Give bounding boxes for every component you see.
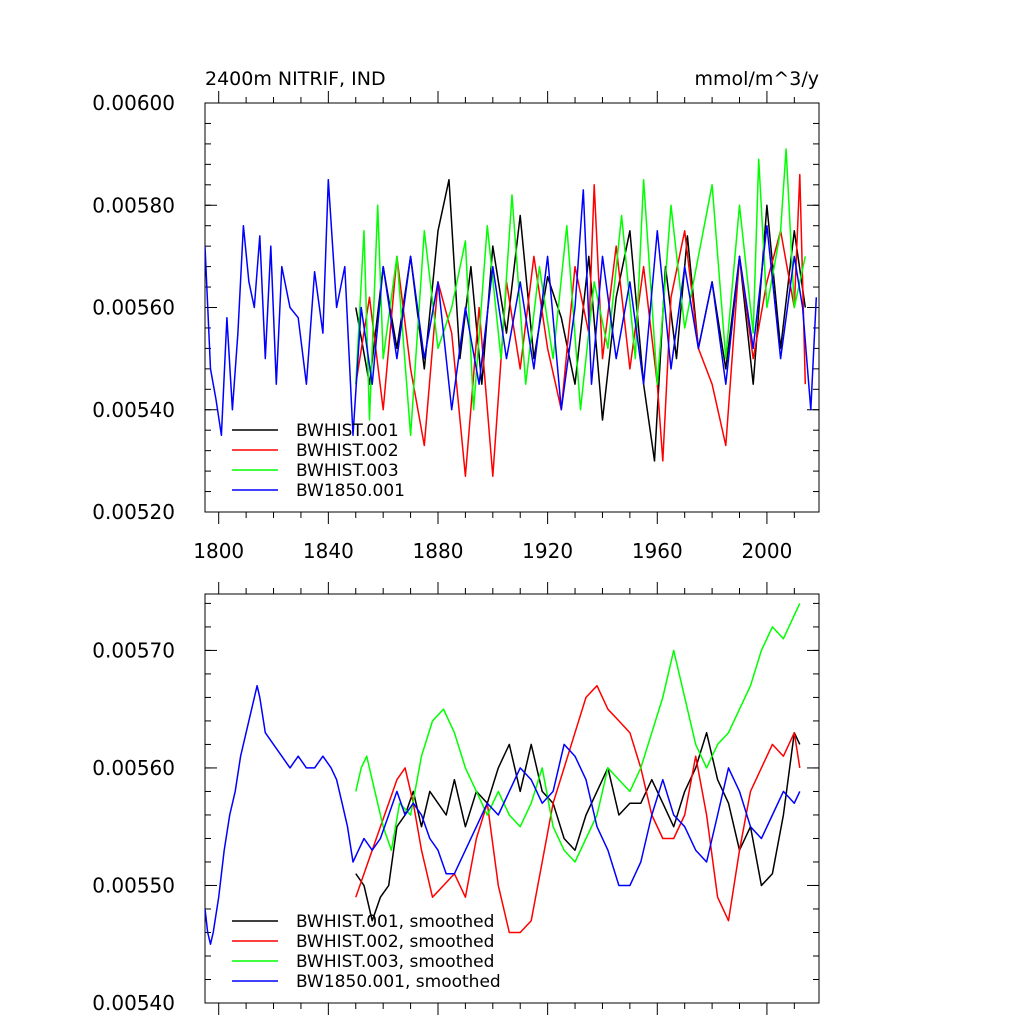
chart-title-right: mmol/m^3/y (695, 68, 819, 90)
plot-frame (204, 593, 820, 1004)
x-tick-label: 1920 (522, 539, 573, 563)
y-tick-label: 0.00540 (92, 991, 175, 1015)
legend-label-4: BW1850.001, smoothed (296, 972, 501, 992)
x-tick-label: 1840 (303, 539, 354, 563)
legend-label-4: BW1850.001 (296, 481, 405, 501)
series-line-1 (355, 731, 801, 922)
y-tick-label: 0.00560 (92, 756, 175, 780)
x-tick-label: 1880 (413, 539, 464, 563)
chart-title-left: 2400m NITRIF, IND (205, 68, 386, 90)
legend-label-3: BWHIST.003 (296, 461, 399, 481)
y-tick-label: 0.00540 (92, 398, 175, 422)
y-tick-label: 0.00580 (92, 193, 175, 217)
series-line-3 (355, 148, 807, 437)
chart-panel-2: 0.00540 0.00550 0.00560 0.00570 BWHIST.001, … (92, 582, 820, 1015)
legend-label-2: BWHIST.002 (296, 441, 399, 461)
series-line-1 (355, 178, 807, 462)
x-tick-label: 1800 (193, 539, 244, 563)
chart-panel-1: 0.00520 0.00540 0.00560 0.00580 0.00600 1800 1… (92, 68, 820, 563)
y-tick-label: 0.00560 (92, 296, 175, 320)
y-tick-label: 0.00520 (92, 500, 175, 524)
series-line-4 (205, 684, 801, 945)
legend-label-3: BWHIST.003, smoothed (296, 952, 494, 972)
x-tick-label: 2000 (741, 539, 792, 563)
legend-label-2: BWHIST.002, smoothed (296, 932, 494, 952)
y-tick-label: 0.00550 (92, 873, 175, 897)
series-line-4 (205, 178, 818, 437)
legend-label-1: BWHIST.001 (296, 421, 399, 441)
y-tick-label: 0.00600 (92, 91, 175, 115)
legend-label-1: BWHIST.001, smoothed (296, 912, 494, 932)
x-tick-label: 1960 (632, 539, 683, 563)
y-tick-label: 0.00570 (92, 638, 175, 662)
